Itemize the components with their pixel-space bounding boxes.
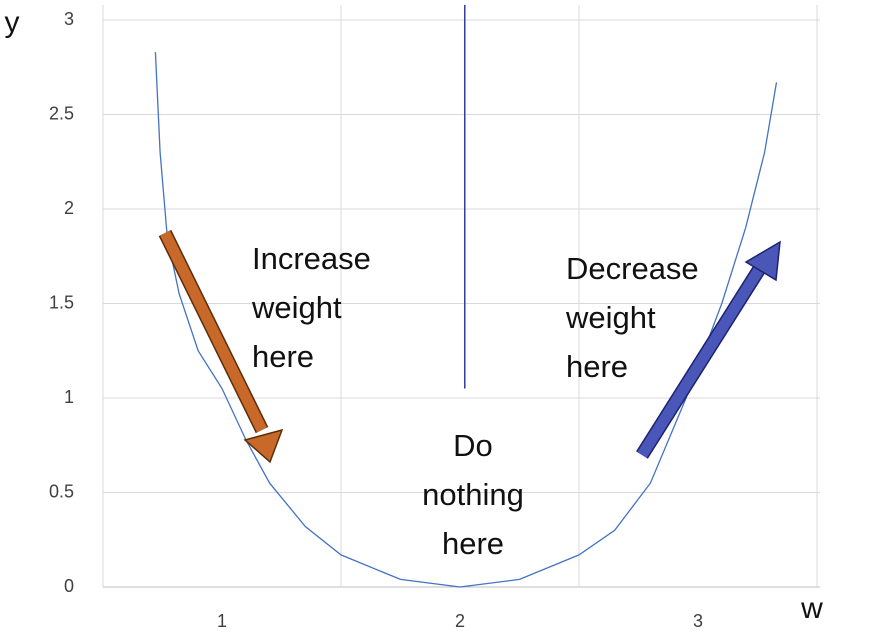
increase-arrow bbox=[158, 229, 284, 464]
y-tick-label: 1 bbox=[64, 387, 74, 407]
y-tick-label: 3 bbox=[64, 9, 74, 29]
x-tick-label: 3 bbox=[693, 611, 703, 631]
y-tick-label: 1.5 bbox=[49, 292, 74, 312]
annotation: here bbox=[442, 526, 504, 561]
y-tick-label: 0.5 bbox=[49, 481, 74, 501]
y-axis-label: y bbox=[5, 6, 20, 39]
y-tick-label: 0 bbox=[64, 576, 74, 596]
x-tick-label: 2 bbox=[455, 611, 465, 631]
x-axis-label: w bbox=[800, 592, 823, 625]
grid: 0 0.5 1 1.5 2 2.5 3 1 2 3 bbox=[49, 5, 820, 631]
annotation: weight bbox=[565, 300, 656, 335]
y-tick-label: 2 bbox=[64, 198, 74, 218]
annotation: weight bbox=[251, 290, 342, 325]
annotation: here bbox=[252, 339, 314, 374]
annotation: nothing bbox=[422, 477, 524, 512]
annotation: Increase bbox=[252, 241, 371, 276]
annotation: here bbox=[566, 349, 628, 384]
annotations: Increase weight here Decrease weight here Do no… bbox=[251, 241, 699, 561]
annotation: Do bbox=[453, 428, 493, 463]
decrease-arrow bbox=[636, 240, 781, 459]
annotation: Decrease bbox=[566, 251, 699, 286]
y-tick-label: 2.5 bbox=[49, 103, 74, 123]
x-tick-label: 1 bbox=[217, 611, 227, 631]
